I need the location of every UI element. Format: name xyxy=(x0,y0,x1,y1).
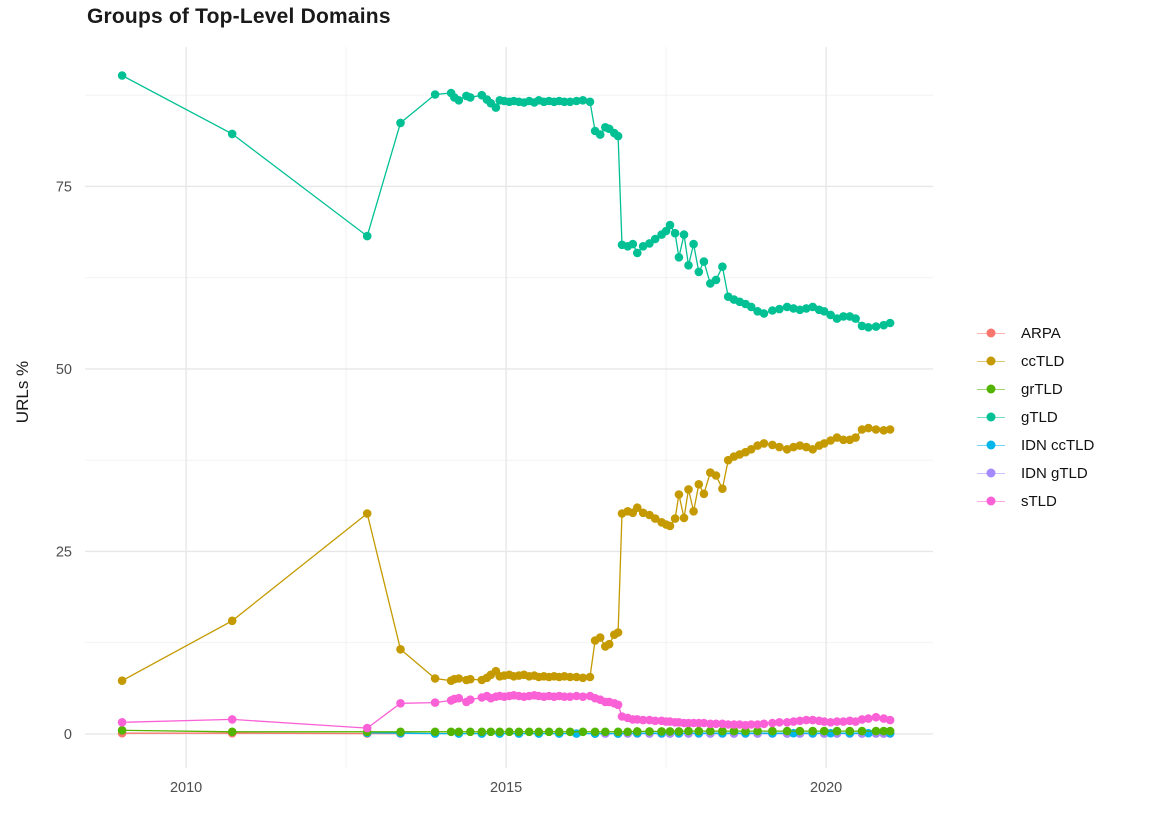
legend-key-dot-icon xyxy=(977,496,1005,506)
svg-text:0: 0 xyxy=(64,727,72,743)
svg-text:2010: 2010 xyxy=(170,780,202,796)
legend-item-arpa: ARPA xyxy=(977,319,1094,347)
legend-label: ccTLD xyxy=(1021,352,1065,370)
legend-item-idn-cctld: IDN ccTLD xyxy=(977,431,1094,459)
svg-text:75: 75 xyxy=(56,179,72,195)
legend-label: gTLD xyxy=(1021,408,1058,426)
legend: ARPA ccTLD grTLD gTLD IDN ccTLD IDN gTLD… xyxy=(977,319,1094,515)
legend-key-dot-icon xyxy=(977,440,1005,450)
legend-key-dot-icon xyxy=(977,412,1005,422)
legend-item-gtld: gTLD xyxy=(977,403,1094,431)
legend-label: IDN ccTLD xyxy=(1021,436,1095,454)
legend-item-idn-gtld: IDN gTLD xyxy=(977,459,1094,487)
y-axis-title: URLs % xyxy=(13,360,32,424)
legend-key-dot-icon xyxy=(977,328,1005,338)
legend-item-grtld: grTLD xyxy=(977,375,1094,403)
legend-key-dot-icon xyxy=(977,468,1005,478)
svg-text:2020: 2020 xyxy=(810,780,842,796)
legend-item-cctld: ccTLD xyxy=(977,347,1094,375)
legend-label: ARPA xyxy=(1021,324,1061,342)
svg-text:50: 50 xyxy=(56,362,72,378)
legend-item-stld: sTLD xyxy=(977,487,1094,515)
legend-label: sTLD xyxy=(1021,492,1057,510)
legend-label: IDN gTLD xyxy=(1021,464,1088,482)
svg-text:25: 25 xyxy=(56,544,72,560)
chart-title: Groups of Top-Level Domains xyxy=(87,5,391,28)
legend-key-dot-icon xyxy=(977,384,1005,394)
legend-key-dot-icon xyxy=(977,356,1005,366)
legend-label: grTLD xyxy=(1021,380,1063,398)
svg-text:2015: 2015 xyxy=(490,780,522,796)
